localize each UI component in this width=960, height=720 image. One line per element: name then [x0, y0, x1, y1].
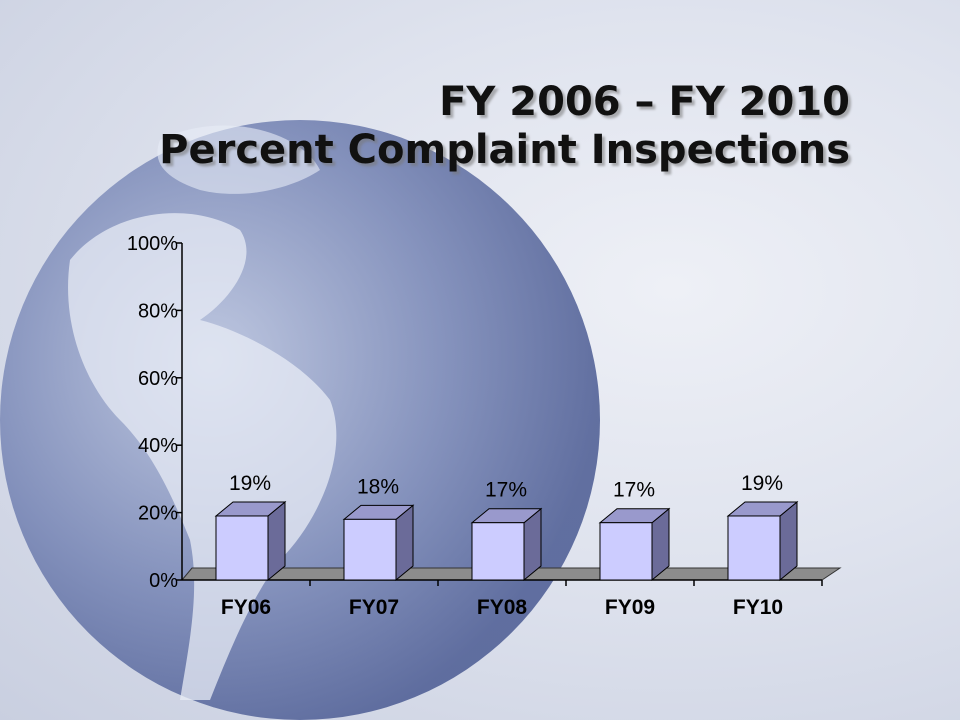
y-tick-label: 0%: [149, 570, 178, 592]
bar-fy09: 17% FY09: [598, 479, 695, 619]
data-label: 17%: [613, 479, 655, 502]
x-tick-label: FY10: [733, 596, 783, 619]
x-tick-label: FY06: [221, 596, 271, 619]
data-label: 18%: [357, 475, 399, 498]
y-tick-label: 60%: [138, 368, 178, 390]
x-tick-label: FY09: [605, 596, 655, 619]
title-line-2: Percent Complaint Inspections: [159, 127, 850, 173]
bar-front: [599, 522, 653, 581]
bar-front: [727, 515, 781, 581]
data-label: 17%: [485, 479, 527, 502]
bar-fy10: 19% FY10: [726, 472, 823, 619]
slide-title: FY 2006 – FY 2010 Percent Complaint Insp…: [159, 78, 850, 174]
bar-fy07: 18% FY07: [342, 475, 439, 619]
bar-fy06: 19% FY06: [214, 472, 311, 619]
data-label: 19%: [229, 472, 271, 495]
data-label: 19%: [741, 472, 783, 495]
y-tick-label: 100%: [127, 233, 178, 255]
x-tick-label: FY08: [477, 596, 528, 619]
y-tick-label: 80%: [138, 300, 178, 322]
x-tick-label: FY07: [349, 596, 399, 619]
y-tick-label: 20%: [138, 503, 178, 525]
bar-front: [471, 522, 525, 581]
bar-front: [215, 515, 269, 581]
title-line-1: FY 2006 – FY 2010: [439, 79, 850, 125]
y-tick-label: 40%: [138, 435, 178, 457]
bar-fy08: 17% FY08: [470, 479, 567, 619]
bar-front: [343, 518, 397, 581]
